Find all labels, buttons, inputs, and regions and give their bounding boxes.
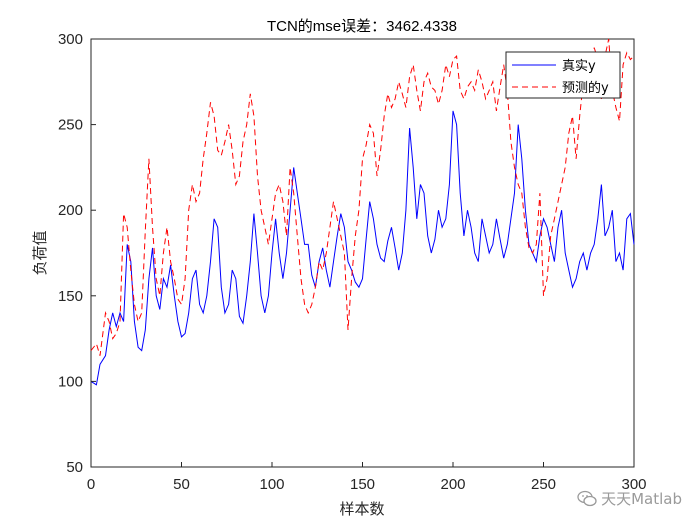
watermark: 天天Matlab (577, 488, 682, 509)
watermark-text: 天天Matlab (601, 490, 682, 508)
legend-label-predicted: 预测的y (562, 80, 609, 96)
x-tick-label: 150 (350, 476, 375, 493)
y-tick-label: 300 (58, 31, 83, 48)
series-line-actual (90, 110, 635, 386)
x-tick-label: 200 (440, 476, 465, 493)
x-tick-label: 50 (173, 476, 190, 493)
y-tick-label: 100 (58, 373, 83, 390)
series-layer (90, 38, 635, 386)
y-axis-label: 负荷值 (31, 230, 49, 275)
x-tick-label: 100 (259, 476, 284, 493)
x-tick-label: 300 (621, 476, 646, 493)
wechat-icon (577, 490, 597, 506)
series-line-predicted (90, 38, 635, 356)
plot-area (90, 38, 635, 468)
chart-title: TCN的mse误差：3462.4338 (267, 18, 457, 35)
y-axis-ticks: 50 100 150 200 250 300 (58, 31, 96, 476)
legend-label-actual: 真实y (562, 59, 596, 74)
x-axis-ticks: 0 50 100 150 200 250 300 (87, 462, 647, 493)
y-tick-label: 50 (66, 459, 83, 476)
y-tick-label: 250 (58, 117, 83, 134)
legend: 真实y 预测的y (505, 51, 621, 99)
y-tick-label: 150 (58, 288, 83, 305)
legend-box (505, 51, 621, 99)
x-tick-label: 0 (87, 476, 95, 493)
x-tick-label: 250 (531, 476, 556, 493)
y-tick-label: 200 (58, 202, 83, 219)
x-axis-label: 样本数 (339, 500, 384, 518)
